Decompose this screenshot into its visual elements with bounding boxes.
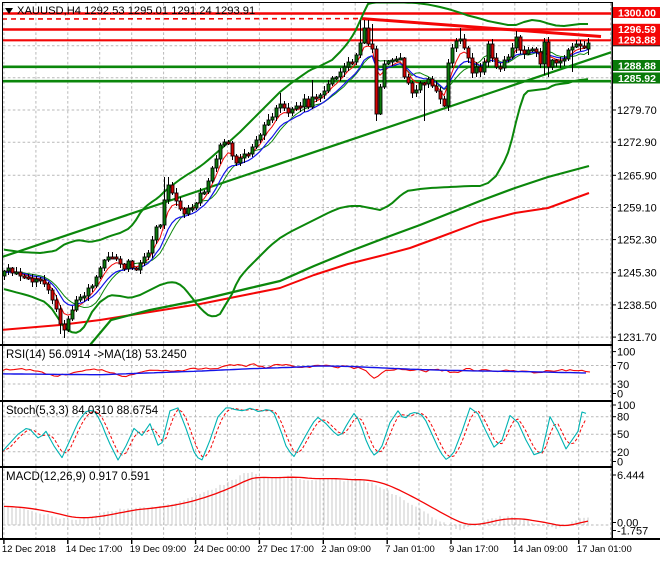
svg-text:7 Jan 01:00: 7 Jan 01:00 [385,544,435,555]
svg-text:100: 100 [617,400,635,412]
svg-text:RSI(14) 56.0914 ->MA(18) 53.2: RSI(14) 56.0914 ->MA(18) 53.2450 [6,349,187,361]
svg-text:1265.90: 1265.90 [617,170,657,182]
svg-text:6.444: 6.444 [617,470,645,482]
svg-text:-1.757: -1.757 [617,526,648,538]
svg-text:12 Dec 2018: 12 Dec 2018 [2,544,56,555]
svg-text:9 Jan 17:00: 9 Jan 17:00 [449,544,499,555]
svg-text:1279.70: 1279.70 [617,105,657,117]
svg-text:MACD(12,26,9) 0.917 0.591: MACD(12,26,9) 0.917 0.591 [6,471,150,483]
svg-text:14 Jan 09:00: 14 Jan 09:00 [513,544,568,555]
svg-text:Stoch(5,3,3) 84.0310 88.6754: Stoch(5,3,3) 84.0310 88.6754 [6,405,159,417]
svg-text:0: 0 [617,457,623,469]
svg-text:1245.30: 1245.30 [617,268,657,280]
svg-text:XAUUSD,H4 1292.53 1295.01 129: XAUUSD,H4 1292.53 1295.01 1291.24 1293.9… [17,5,255,17]
svg-text:0: 0 [617,389,623,401]
svg-text:1300.00: 1300.00 [618,7,656,19]
svg-text:1252.30: 1252.30 [617,235,657,247]
svg-text:1285.92: 1285.92 [618,73,656,85]
svg-text:1293.88: 1293.88 [618,35,656,47]
svg-text:1272.90: 1272.90 [617,137,657,149]
svg-text:50: 50 [617,429,629,441]
svg-text:1238.50: 1238.50 [617,300,657,312]
svg-text:1288.88: 1288.88 [618,60,656,72]
svg-text:2 Jan 09:00: 2 Jan 09:00 [321,544,371,555]
svg-text:24 Dec 00:00: 24 Dec 00:00 [194,544,251,555]
svg-text:14 Dec 17:00: 14 Dec 17:00 [66,544,123,555]
svg-text:70: 70 [617,361,629,373]
svg-text:1231.70: 1231.70 [617,332,657,344]
svg-text:80: 80 [617,412,629,424]
svg-text:27 Dec 17:00: 27 Dec 17:00 [257,544,314,555]
svg-text:19 Dec 09:00: 19 Dec 09:00 [130,544,187,555]
svg-text:100: 100 [617,347,635,359]
svg-text:17 Jan 01:00: 17 Jan 01:00 [577,544,632,555]
svg-text:1259.10: 1259.10 [617,203,657,215]
